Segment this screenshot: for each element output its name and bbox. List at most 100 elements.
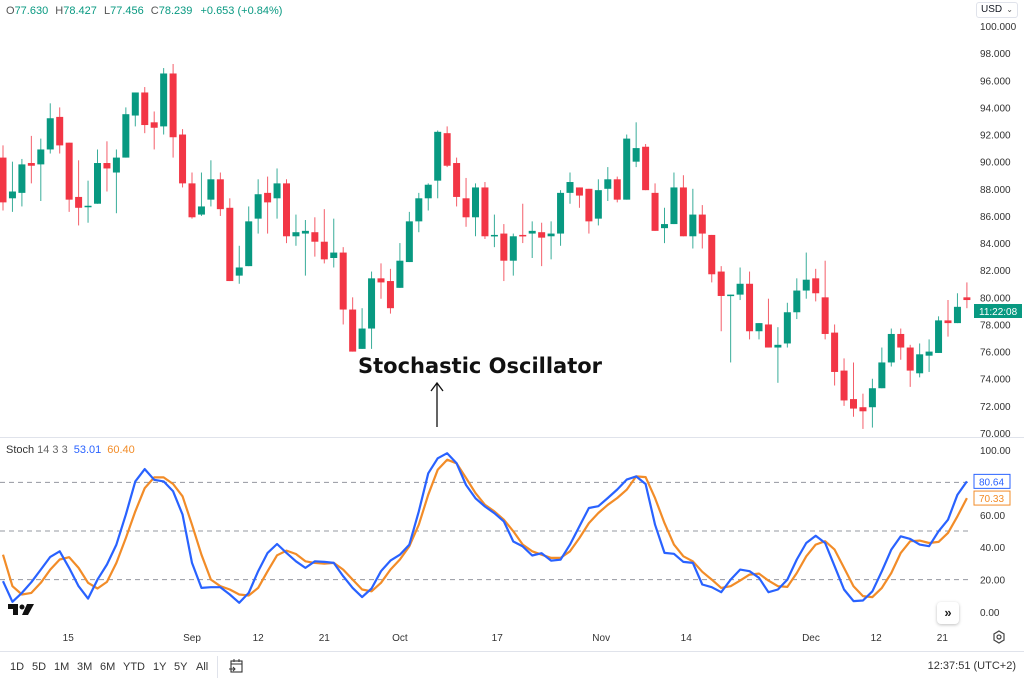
time-axis[interactable]: 15 Sep 12 21 Oct 17 Nov 14 Dec 12 21 xyxy=(63,633,949,644)
candle-up xyxy=(37,138,45,202)
candle-up xyxy=(424,183,432,211)
candle-up xyxy=(868,378,876,428)
candle-body xyxy=(112,157,120,173)
candle-body xyxy=(670,187,678,225)
range-5y-button[interactable]: 5Y xyxy=(174,661,188,673)
candle-down xyxy=(56,107,64,154)
candle-up xyxy=(415,192,423,233)
range-1y-button[interactable]: 1Y xyxy=(153,661,167,673)
range-3m-button[interactable]: 3M xyxy=(77,661,93,673)
candle-up xyxy=(632,122,640,168)
candle-up xyxy=(8,161,16,212)
candle-body xyxy=(75,196,83,208)
candle-body xyxy=(717,271,725,296)
candle-body xyxy=(18,164,26,193)
countdown-label-bg xyxy=(974,304,1022,318)
candle-body xyxy=(443,133,451,166)
candle-up xyxy=(131,92,139,127)
candle-down xyxy=(481,182,489,239)
candle-body xyxy=(953,306,961,324)
range-1m-button[interactable]: 1M xyxy=(54,661,70,673)
candle-down xyxy=(538,222,546,267)
candle-body xyxy=(8,191,16,199)
chevron-down-icon: ⌄ xyxy=(1006,5,1013,14)
candle-down xyxy=(443,126,451,168)
candle-up xyxy=(793,278,801,320)
candle-down xyxy=(339,247,347,325)
candle-body xyxy=(396,260,404,288)
candle-body xyxy=(330,252,338,258)
stoch-d-line xyxy=(1,458,968,599)
timezone-clock[interactable]: 12:37:51 (UTC+2) xyxy=(927,660,1016,672)
tradingview-logo[interactable] xyxy=(8,604,34,616)
range-6m-button[interactable]: 6M xyxy=(100,661,116,673)
candle-down xyxy=(821,260,829,340)
stoch-d-value: 60.40 xyxy=(107,444,135,456)
candle-body xyxy=(311,232,319,242)
close-key: C xyxy=(150,5,159,17)
stoch-axis[interactable]: 100.00 60.00 40.00 20.00 0.00 80.64 70.33 xyxy=(973,446,1011,619)
candle-body xyxy=(916,354,924,374)
candle-up xyxy=(472,183,479,237)
low-value: 77.456 xyxy=(110,5,144,17)
candle-up xyxy=(736,267,744,301)
stoch-d-last-label: 70.33 xyxy=(979,494,1004,505)
candle-up xyxy=(112,149,120,214)
candle-body xyxy=(94,163,101,204)
candle-body xyxy=(897,333,905,348)
time-axis-label: Dec xyxy=(802,633,820,644)
candle-down xyxy=(500,224,508,282)
candle-body xyxy=(935,320,943,353)
price-axis[interactable]: 100.000 98.000 96.000 94.000 92.000 90.000 88.… xyxy=(974,22,1022,440)
scroll-to-realtime-button[interactable]: » xyxy=(937,602,959,624)
price-axis-label: 76.000 xyxy=(980,348,1011,359)
go-to-date-calendar-icon[interactable] xyxy=(228,658,244,674)
candle-body xyxy=(273,183,281,199)
candle-up xyxy=(802,252,810,299)
candle-body xyxy=(386,281,394,309)
price-axis-label: 84.000 xyxy=(980,239,1011,250)
candle-up xyxy=(396,243,404,288)
candle-down xyxy=(850,362,857,417)
candle-down xyxy=(320,209,328,264)
candle-up xyxy=(405,211,413,263)
candle-down xyxy=(349,297,357,352)
candle-body xyxy=(245,221,253,267)
candle-body xyxy=(812,278,820,294)
annotation-label: Stochastic Oscillator xyxy=(358,354,603,378)
candle-down xyxy=(642,144,650,191)
candle-body xyxy=(216,179,224,210)
candle-down xyxy=(708,234,716,283)
candle-down xyxy=(150,111,158,150)
candle-body xyxy=(708,234,716,275)
settings-gear-icon[interactable] xyxy=(992,630,1006,644)
candle-body xyxy=(594,190,602,219)
stoch-k-line xyxy=(2,452,968,604)
currency-select[interactable]: USD ⌄ xyxy=(976,2,1018,18)
open-value: 77.630 xyxy=(14,5,49,17)
range-1d-button[interactable]: 1D xyxy=(10,661,25,673)
candle-up xyxy=(689,188,697,249)
candle-down xyxy=(226,198,234,282)
stoch-k-value: 53.01 xyxy=(73,444,102,456)
candle-up xyxy=(594,179,602,226)
candle-up xyxy=(368,271,376,349)
stoch-axis-label: 0.00 xyxy=(980,608,1000,619)
candle-body xyxy=(188,183,196,218)
candle-body xyxy=(434,131,442,181)
stoch-legend[interactable]: Stoch 14 3 3 53.01 60.40 xyxy=(6,444,135,456)
candle-body xyxy=(802,279,810,291)
candle-body xyxy=(424,184,432,199)
candle-down xyxy=(613,176,621,203)
candle-up xyxy=(557,190,565,246)
candle-body xyxy=(859,407,867,412)
range-all-button[interactable]: All xyxy=(196,661,209,673)
candle-up xyxy=(46,103,54,154)
range-ytd-button[interactable]: YTD xyxy=(123,661,145,673)
price-axis-label: 80.000 xyxy=(980,293,1011,304)
candle-up xyxy=(18,158,26,207)
range-5d-button[interactable]: 5D xyxy=(32,661,47,673)
candle-body xyxy=(141,92,149,126)
candle-up xyxy=(197,172,205,216)
